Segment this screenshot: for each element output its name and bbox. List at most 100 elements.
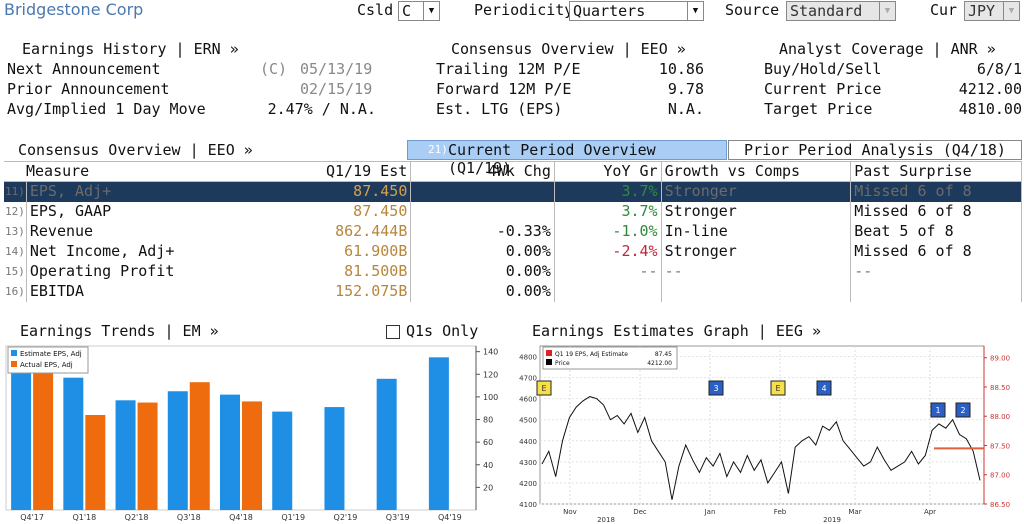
row-estimate: 61.900B bbox=[344, 242, 408, 260]
q1s-only-checkbox[interactable] bbox=[386, 325, 400, 339]
row-yoy-gr: 3.7% bbox=[554, 201, 662, 222]
table-row[interactable]: 13) Revenue 862.444B -0.33% -1.0% In-line… bbox=[4, 221, 1022, 242]
current-price-label: Current Price bbox=[764, 80, 882, 98]
earnings-history-link[interactable]: Earnings History | ERN » bbox=[22, 40, 239, 58]
trailing-pe-label: Trailing 12M P/E bbox=[436, 60, 581, 78]
tab-current-period-number: 21) bbox=[428, 143, 448, 156]
actual-bar bbox=[137, 402, 158, 510]
periodicity-dropdown[interactable]: Quarters ▼ bbox=[569, 1, 704, 21]
estimate-bar bbox=[115, 400, 136, 510]
table-row[interactable]: 11) EPS, Adj+ 87.450 3.7% Stronger Missed… bbox=[4, 181, 1022, 202]
legend-label: Estimate EPS, Adj bbox=[20, 350, 82, 358]
prior-announcement-label: Prior Announcement bbox=[7, 80, 170, 98]
currency-dropdown[interactable]: JPY ▼ bbox=[964, 1, 1020, 21]
legend-box bbox=[7, 346, 89, 374]
event-marker-label: E bbox=[775, 384, 780, 393]
month-label: Mar bbox=[848, 508, 861, 516]
actual-bar bbox=[189, 382, 210, 510]
right-tick-label: 87.00 bbox=[990, 472, 1010, 480]
y-tick-label: 140 bbox=[483, 348, 498, 357]
legend-label: Actual EPS, Adj bbox=[20, 361, 73, 369]
estimate-bar bbox=[167, 391, 188, 510]
table-row[interactable]: 14) Net Income, Adj+ 61.900B 0.00% -2.4% … bbox=[4, 241, 1022, 262]
implied-move-value: 2.47% / N.A. bbox=[267, 100, 376, 118]
header-growth-vs-comps[interactable]: Growth vs Comps bbox=[661, 161, 852, 182]
table-row[interactable]: 12) EPS, GAAP 87.450 3.7% Stronger Missed… bbox=[4, 201, 1022, 222]
ltg-label: Est. LTG (EPS) bbox=[436, 100, 563, 118]
event-marker-label: 1 bbox=[935, 406, 940, 415]
event-marker bbox=[536, 380, 552, 396]
left-tick-label: 4200 bbox=[519, 480, 537, 488]
analyst-coverage-link[interactable]: Analyst Coverage | ANR » bbox=[779, 40, 996, 58]
row-measure: Operating Profit bbox=[29, 262, 175, 280]
row-growth-vs-comps: In-line bbox=[661, 221, 852, 242]
tab-prior-period-label: Prior Period Analysis (Q4/18) bbox=[744, 141, 1006, 159]
row-yoy-gr bbox=[554, 281, 662, 302]
row-index: 11) bbox=[4, 181, 27, 202]
left-tick-label: 4600 bbox=[519, 396, 537, 404]
currency-label: Cur bbox=[930, 1, 958, 19]
row-growth-vs-comps: Stronger bbox=[661, 241, 852, 262]
row-yoy-gr: 3.7% bbox=[554, 181, 662, 202]
row-4wk-chg: -0.33% bbox=[410, 221, 555, 242]
header-4wk-chg[interactable]: 4Wk Chg bbox=[410, 161, 555, 182]
row-estimate: 862.444B bbox=[335, 222, 408, 240]
left-tick-label: 4300 bbox=[519, 459, 537, 467]
earnings-trends-link[interactable]: Earnings Trends | EM » bbox=[20, 322, 219, 340]
row-measure-cell: Revenue 862.444B bbox=[26, 221, 412, 242]
month-label: Dec bbox=[633, 508, 647, 516]
prior-announcement-date: 02/15/19 bbox=[300, 80, 373, 98]
left-tick-label: 4700 bbox=[519, 375, 537, 383]
currency-value: JPY bbox=[968, 2, 996, 20]
chevron-down-icon: ▼ bbox=[1003, 2, 1019, 20]
row-4wk-chg: 0.00% bbox=[410, 241, 555, 262]
csld-dropdown[interactable]: C ▼ bbox=[398, 1, 440, 21]
row-growth-vs-comps: Stronger bbox=[661, 201, 852, 222]
header-past-surprise[interactable]: Past Surprise bbox=[850, 161, 1022, 182]
row-measure: EPS, Adj+ bbox=[29, 182, 112, 201]
row-past-surprise: Missed 6 of 8 bbox=[850, 241, 1022, 262]
source-dropdown[interactable]: Standard ▼ bbox=[786, 1, 896, 21]
row-past-surprise: -- bbox=[850, 261, 1022, 282]
buy-hold-sell-label: Buy/Hold/Sell bbox=[764, 60, 882, 78]
row-measure-cell: Net Income, Adj+ 61.900B bbox=[26, 241, 412, 262]
legend-label: Price bbox=[555, 360, 570, 367]
estimates-graph-link[interactable]: Earnings Estimates Graph | EEG » bbox=[532, 322, 821, 340]
row-past-surprise: Missed 6 of 8 bbox=[850, 181, 1022, 202]
row-index: 16) bbox=[4, 281, 27, 302]
event-marker bbox=[930, 402, 946, 418]
x-tick-label: Q3'19 bbox=[386, 513, 410, 522]
row-4wk-chg bbox=[410, 201, 555, 222]
header-yoy-gr[interactable]: YoY Gr bbox=[554, 161, 662, 182]
row-growth-vs-comps bbox=[661, 281, 852, 302]
row-measure-cell: EPS, GAAP 87.450 bbox=[26, 201, 412, 222]
csld-value: C bbox=[402, 2, 412, 20]
legend-value: 87.45 bbox=[655, 351, 672, 358]
row-index: 14) bbox=[4, 241, 27, 262]
price-line bbox=[541, 396, 981, 500]
event-marker bbox=[770, 380, 786, 396]
consensus-overview-link[interactable]: Consensus Overview | EEO » bbox=[451, 40, 686, 58]
y-tick-label: 100 bbox=[483, 393, 498, 402]
forward-pe-label: Forward 12M P/E bbox=[436, 80, 572, 98]
y-tick-label: 80 bbox=[483, 416, 493, 425]
header-measure[interactable]: Measure Q1/19 Est bbox=[4, 161, 412, 182]
table-row[interactable]: 15) Operating Profit 81.500B 0.00% -- -- … bbox=[4, 261, 1022, 282]
event-marker-label: 4 bbox=[821, 384, 826, 393]
row-index: 15) bbox=[4, 261, 27, 282]
chevron-down-icon: ▼ bbox=[879, 2, 895, 20]
header-est-label: Q1/19 Est bbox=[326, 162, 408, 180]
earnings-trends-chart: 20 40 60 80 100 120 140 Q4'17 Q1'18 Q2'18 Q3'18 Q4'… bbox=[5, 345, 498, 522]
row-past-surprise: Beat 5 of 8 bbox=[850, 221, 1022, 242]
csld-label: Csld bbox=[357, 1, 394, 19]
security-title: Bridgestone Corp bbox=[4, 0, 144, 19]
row-estimate: 87.450 bbox=[353, 182, 408, 201]
next-announcement-date: 05/13/19 bbox=[300, 60, 373, 78]
table-row[interactable]: 16) EBITDA 152.075B 0.00% bbox=[4, 281, 1022, 302]
tab-current-period[interactable]: 21) Current Period Overview (Q1/19) bbox=[407, 140, 727, 177]
tab-prior-period[interactable]: Prior Period Analysis (Q4/18) bbox=[728, 140, 1022, 160]
consensus-section-link[interactable]: Consensus Overview | EEO » bbox=[18, 141, 253, 159]
legend-swatch bbox=[11, 350, 17, 356]
row-estimate: 81.500B bbox=[344, 262, 408, 280]
estimate-bar bbox=[428, 357, 449, 510]
